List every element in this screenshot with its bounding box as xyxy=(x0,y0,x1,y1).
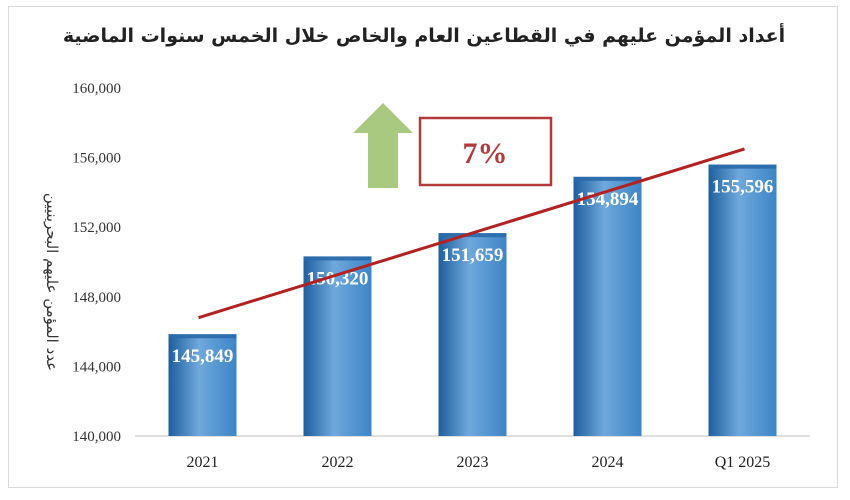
bar xyxy=(303,256,372,436)
data-label: 145,849 xyxy=(172,346,234,367)
category-label: 2024 xyxy=(592,454,624,471)
bar-top-edge xyxy=(438,233,507,238)
bar xyxy=(438,233,507,436)
bar-top-edge xyxy=(573,176,642,181)
category-label: 2022 xyxy=(322,454,354,471)
bar-top-edge xyxy=(303,256,372,261)
bar xyxy=(168,334,237,436)
trend-line xyxy=(198,147,745,320)
bar xyxy=(573,176,642,436)
bar-top-edge xyxy=(168,334,237,339)
bar xyxy=(708,164,777,437)
y-tick-label: 152,000 xyxy=(72,220,121,236)
up-arrow-icon xyxy=(353,103,413,188)
category-label: 2023 xyxy=(457,454,489,471)
chart-frame: أعداد المؤمن عليهم في القطاعين العام وال… xyxy=(8,6,838,488)
data-label: 151,659 xyxy=(442,245,504,266)
annotation-box xyxy=(418,116,553,187)
bar-top-edge xyxy=(708,164,777,169)
data-label: 154,894 xyxy=(577,189,639,210)
y-tick-label: 160,000 xyxy=(72,81,121,97)
data-label: 155,596 xyxy=(712,177,774,198)
chart-title: أعداد المؤمن عليهم في القطاعين العام وال… xyxy=(62,25,786,47)
y-tick-label: 156,000 xyxy=(72,151,121,167)
category-label: Q1 2025 xyxy=(715,454,771,471)
data-label: 150,320 xyxy=(307,268,369,289)
y-tick-label: 148,000 xyxy=(72,290,121,306)
y-axis-label: عدد المؤمن عليهم البحرينيين xyxy=(43,193,61,371)
annotation-percent: 7% xyxy=(463,137,508,170)
y-tick-label: 144,000 xyxy=(72,359,121,375)
category-label: 2021 xyxy=(187,454,219,471)
y-tick-label: 140,000 xyxy=(72,429,121,445)
